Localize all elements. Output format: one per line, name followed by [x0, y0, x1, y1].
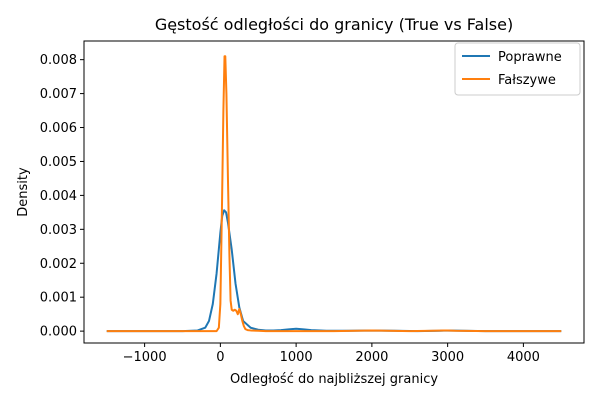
legend: Poprawne Fałszywe [454, 42, 581, 96]
x-tick-label: −1000 [123, 350, 167, 365]
x-tick-label: 3000 [431, 350, 464, 365]
chart-title: Gęstość odległości do granicy (True vs F… [155, 15, 513, 34]
x-tick-label: 1000 [280, 350, 313, 365]
series-line-1 [106, 55, 562, 333]
y-tick-label: 0.006 [40, 121, 77, 136]
y-axis-label: Density [16, 167, 31, 217]
x-tick-label: 2000 [355, 350, 388, 365]
y-tick-label: 0.002 [40, 257, 77, 272]
y-tick-label: 0.000 [40, 325, 77, 340]
series-line-0 [106, 209, 562, 333]
x-axis-label: Odległość do najbliższej granicy [230, 372, 438, 387]
y-tick-label: 0.007 [40, 87, 77, 102]
y-tick-label: 0.008 [40, 53, 77, 68]
y-tick-label: 0.005 [40, 155, 77, 170]
y-tick-label: 0.004 [40, 189, 77, 204]
series-layer [106, 55, 562, 333]
y-tick-label: 0.003 [40, 223, 77, 238]
legend-label-poprawne: Poprawne [498, 50, 562, 65]
ticks-layer: −1000 0 1000 2000 3000 4000 0.000 0.001 0.002 0.0… [40, 53, 540, 365]
y-tick-label: 0.001 [40, 291, 77, 306]
plot-frame [83, 40, 585, 344]
x-tick-label: 4000 [507, 350, 540, 365]
legend-label-falszywe: Fałszywe [498, 73, 556, 88]
x-tick-label: 0 [216, 350, 224, 365]
